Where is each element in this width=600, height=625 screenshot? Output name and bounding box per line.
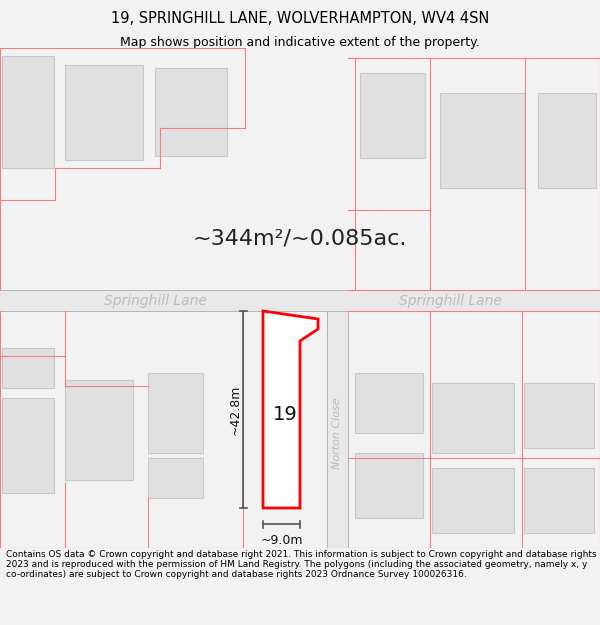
Bar xyxy=(360,73,425,158)
Bar xyxy=(355,453,423,518)
Text: Contains OS data © Crown copyright and database right 2021. This information is : Contains OS data © Crown copyright and d… xyxy=(6,549,596,579)
Bar xyxy=(0,290,600,311)
Text: Map shows position and indicative extent of the property.: Map shows position and indicative extent… xyxy=(120,36,480,49)
Bar xyxy=(65,380,133,480)
Bar xyxy=(327,311,348,548)
Bar xyxy=(432,468,514,533)
Text: 19, SPRINGHILL LANE, WOLVERHAMPTON, WV4 4SN: 19, SPRINGHILL LANE, WOLVERHAMPTON, WV4 … xyxy=(111,11,489,26)
Text: 19: 19 xyxy=(273,405,298,424)
Bar xyxy=(355,373,423,433)
Bar xyxy=(65,65,143,160)
Bar xyxy=(432,383,514,453)
Bar xyxy=(155,68,227,156)
Text: Springhill Lane: Springhill Lane xyxy=(398,294,502,308)
Text: Norton Close: Norton Close xyxy=(332,398,343,469)
Text: ~42.8m: ~42.8m xyxy=(229,384,241,435)
Bar xyxy=(2,348,54,388)
Bar xyxy=(148,458,203,498)
Bar xyxy=(524,468,594,533)
Bar xyxy=(148,373,203,453)
Bar xyxy=(2,398,54,493)
Text: Springhill Lane: Springhill Lane xyxy=(104,294,206,308)
Polygon shape xyxy=(263,311,318,508)
Text: ~9.0m: ~9.0m xyxy=(260,534,303,547)
Bar xyxy=(524,383,594,448)
Bar xyxy=(538,93,596,188)
Bar xyxy=(440,93,525,188)
Bar xyxy=(2,56,54,168)
Text: ~344m²/~0.085ac.: ~344m²/~0.085ac. xyxy=(193,228,407,248)
